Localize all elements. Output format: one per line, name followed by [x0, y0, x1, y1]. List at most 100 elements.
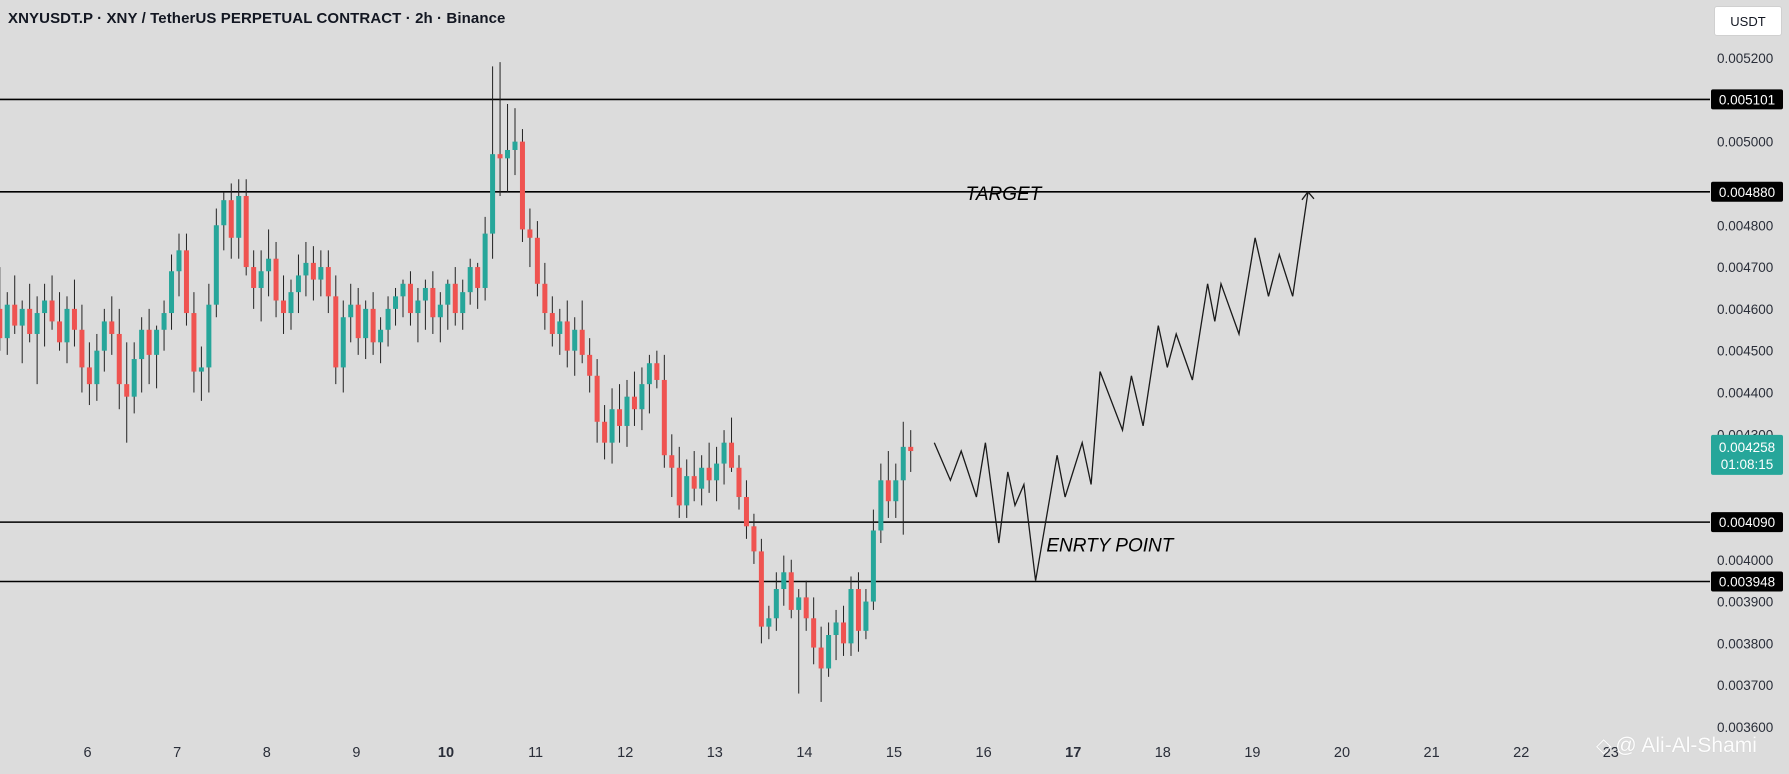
candle-body [557, 321, 563, 334]
level-price-tag: 0.004090 [1711, 512, 1783, 533]
x-tick-label: 16 [976, 745, 992, 761]
candle-body [497, 154, 503, 159]
candle-body [758, 551, 764, 627]
candle-body [908, 446, 914, 452]
x-tick-label: 10 [438, 745, 454, 761]
candle-body [116, 333, 122, 385]
candle-body [445, 283, 451, 305]
watermark: ◇ @ Ali-Al-Shami [1596, 733, 1757, 758]
candle-body [475, 267, 481, 288]
annotation-label: ENRTY POINT [1046, 535, 1174, 556]
current-price-tag: 0.004258 01:08:15 [1711, 434, 1783, 475]
candle-body [631, 396, 637, 410]
y-tick-label: 0.004500 [1717, 344, 1773, 359]
candle-body [743, 497, 749, 527]
level-tag-label: 0.003948 [1719, 574, 1775, 589]
candle-body [773, 589, 779, 619]
candle-body [258, 271, 264, 288]
candle-body [124, 384, 130, 397]
x-tick-label: 15 [886, 745, 902, 761]
candle-body [527, 229, 533, 238]
candle-body [378, 329, 384, 343]
y-tick-label: 0.003900 [1717, 595, 1773, 610]
x-tick-label: 11 [528, 745, 543, 761]
projection-line [933, 191, 1309, 581]
candle-body [363, 308, 369, 339]
x-tick-label: 13 [707, 745, 723, 761]
candle-body [870, 530, 876, 602]
candle-body [400, 283, 406, 297]
x-tick-label: 14 [796, 745, 812, 761]
candle-body [64, 308, 70, 343]
candle-body [415, 300, 421, 314]
candle-body [131, 359, 137, 397]
candle-body [460, 292, 466, 314]
candle-body [236, 195, 242, 238]
candle-body [721, 442, 727, 464]
candle-body [855, 589, 861, 631]
y-tick-label: 0.003800 [1717, 636, 1773, 651]
candle-body [348, 304, 354, 318]
currency-button[interactable]: USDT [1714, 6, 1782, 36]
level-tag-label: 0.004090 [1719, 515, 1775, 530]
y-tick-label: 0.004800 [1717, 218, 1773, 233]
candle-body [19, 308, 25, 326]
candle-body [251, 267, 257, 288]
candle-body [788, 572, 794, 610]
level-tag-bg [1711, 512, 1783, 533]
current-price-bg [1711, 434, 1783, 475]
current-price-value: 0.004258 [1719, 440, 1775, 455]
candle-body [393, 296, 399, 309]
x-tick-label: 12 [617, 745, 633, 761]
horizontal-levels [0, 98, 1710, 583]
candle-body [751, 526, 757, 552]
candle-body [699, 467, 705, 489]
projection-path [933, 190, 1315, 581]
candle-body [109, 321, 115, 334]
candle-body [191, 313, 197, 372]
candle-body [407, 283, 413, 314]
y-tick-label: 0.004000 [1717, 553, 1773, 568]
level-tag-label: 0.005101 [1719, 92, 1775, 107]
candle-body [71, 308, 77, 330]
x-tick-label: 7 [173, 745, 181, 761]
candle-body [736, 467, 742, 498]
candle-body [183, 250, 189, 314]
candle-body [684, 476, 690, 506]
level-tag-bg [1711, 181, 1783, 202]
candle-body [318, 267, 324, 280]
candle-body [766, 618, 772, 627]
candle-body [826, 635, 832, 669]
level-price-tag: 0.003948 [1711, 571, 1783, 592]
candle-body [661, 379, 667, 456]
candle-body [639, 384, 645, 410]
candle-body [154, 329, 160, 355]
level-price-tag: 0.005101 [1711, 89, 1783, 110]
candle-body [325, 267, 331, 297]
time-axis[interactable]: 6 7 8 9 10 11 12 13 14 15 16 17 18 19 20 21 22 23 [84, 745, 1619, 761]
candle-body [617, 409, 623, 426]
candle-body [811, 618, 817, 648]
candle-body [669, 455, 675, 468]
candle-body [221, 200, 227, 226]
candle-body [243, 195, 249, 268]
x-tick-label: 21 [1424, 745, 1440, 761]
watermark-text: @ Ali-Al-Shami [1615, 733, 1757, 757]
candle-body [602, 421, 608, 443]
candle-body [42, 300, 48, 314]
candle-body [691, 476, 697, 489]
candle-body [340, 317, 346, 368]
candle-body [729, 442, 735, 468]
candle-body [101, 321, 107, 351]
candle-body [512, 141, 518, 150]
candle-body [519, 141, 525, 230]
candle-body [169, 271, 175, 314]
candle-body [841, 622, 847, 644]
candle-body [49, 300, 55, 322]
price-axis[interactable]: 0.005200 0.005000 0.004800 0.004700 0.004600… [1717, 51, 1773, 735]
candle-body [0, 308, 3, 339]
candle-body [482, 233, 488, 288]
